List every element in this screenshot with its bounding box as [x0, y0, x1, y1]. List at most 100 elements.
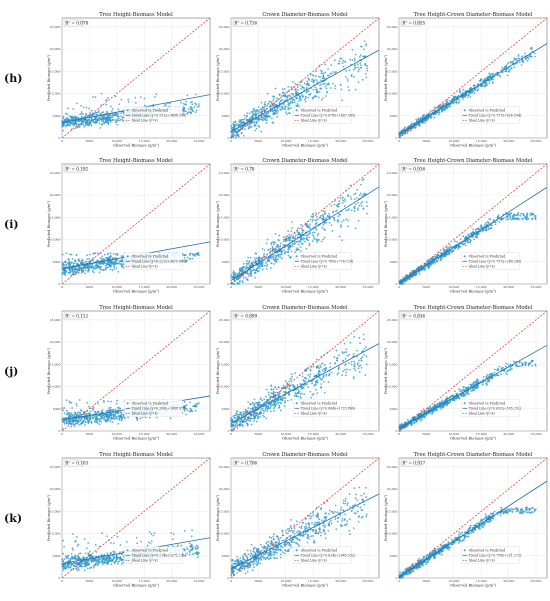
scatter-point [66, 410, 68, 412]
scatter-point [241, 119, 243, 121]
scatter-point [241, 133, 243, 135]
scatter-point [259, 265, 261, 267]
legend-marker-points [295, 109, 298, 112]
scatter-point [321, 84, 323, 86]
scatter-point [95, 118, 97, 120]
scatter-point [349, 70, 351, 72]
scatter-point [261, 116, 263, 118]
scatter-point [459, 99, 461, 101]
scatter-point [239, 121, 241, 123]
scatter-point [183, 106, 185, 108]
legend-entry: Observed vs Predicted [132, 254, 169, 258]
scatter-point [72, 108, 74, 110]
scatter-point [66, 264, 68, 266]
scatter-point [81, 123, 83, 125]
scatter-point [466, 90, 468, 92]
scatter-point [287, 236, 289, 238]
scatter-point [325, 218, 327, 220]
scatter-point [144, 105, 146, 107]
scatter-point [76, 103, 78, 105]
scatter-point [365, 63, 367, 65]
scatter-point [62, 272, 64, 274]
scatter-point [510, 67, 512, 69]
scatter-point [283, 239, 285, 241]
scatter-point [316, 222, 318, 224]
scatter-point [358, 81, 360, 83]
scatter-point [474, 238, 476, 240]
scatter-point [77, 127, 79, 129]
scatter-point [243, 119, 245, 121]
scatter-point [497, 217, 499, 219]
r2-value: R² = 0.192 [65, 166, 88, 171]
scatter-point [246, 263, 248, 265]
scatter-point [331, 73, 333, 75]
scatter-point [502, 219, 504, 221]
scatter-point [107, 419, 109, 421]
scatter-point [526, 213, 528, 215]
scatter-point [82, 271, 84, 273]
scatter-point [341, 374, 343, 376]
scatter-point [110, 409, 112, 411]
scatter-point [449, 247, 451, 249]
scatter-point [252, 116, 254, 118]
scatter-point [108, 415, 110, 417]
scatter-point [359, 56, 361, 58]
scatter-point [284, 105, 286, 107]
scatter-point [68, 261, 70, 263]
scatter-point [263, 107, 265, 109]
y-tick-label: 5000 [222, 407, 230, 411]
scatter-point [474, 92, 476, 94]
scatter-point [323, 83, 325, 85]
scatter-point [434, 256, 436, 258]
row-label-h: (h) [4, 72, 23, 85]
legend-entry: Observed vs Predicted [132, 401, 169, 405]
scatter-point [115, 417, 117, 419]
scatter-point [359, 194, 361, 196]
x-tick-label: 10,000 [280, 139, 291, 143]
scatter-point [112, 108, 114, 110]
scatter-point [519, 61, 521, 63]
scatter-point [76, 254, 78, 256]
scatter-point [447, 99, 449, 101]
x-axis-label: Observed Biomass (g/m²) [113, 290, 160, 294]
scatter-point [185, 101, 187, 103]
x-tick-label: 25,000 [194, 139, 205, 143]
scatter-point [340, 224, 342, 226]
scatter-point [266, 265, 268, 267]
scatter-point [272, 121, 274, 123]
scatter-point [358, 69, 360, 71]
scatter-point [357, 202, 359, 204]
y-tick-label: 25,000 [50, 318, 61, 322]
x-axis-label: Observed Biomass (g/m²) [450, 144, 497, 148]
x-tick-label: 15,000 [476, 285, 487, 289]
scatter-point [236, 283, 238, 285]
scatter-point [110, 117, 112, 119]
scatter-point [92, 409, 94, 411]
scatter-point [313, 75, 315, 77]
scatter-point [360, 46, 362, 48]
x-tick-label: 10,000 [280, 432, 291, 436]
scatter-point [297, 89, 299, 91]
scatter-point [119, 419, 121, 421]
scatter-point [351, 210, 353, 212]
scatter-point [240, 128, 242, 130]
scatter-point [249, 124, 251, 126]
scatter-point [529, 213, 531, 215]
scatter-point [462, 236, 464, 238]
scatter-point [400, 279, 402, 281]
panel-title: Tree Height-Crown Diameter-Biomass Model [414, 12, 533, 18]
scatter-point [402, 133, 404, 135]
scatter-point [462, 243, 464, 245]
scatter-point [68, 412, 70, 414]
scatter-point [298, 100, 300, 102]
scatter-point [76, 264, 78, 266]
scatter-point [95, 96, 97, 98]
scatter-point [74, 261, 76, 263]
scatter-point [281, 106, 283, 108]
scatter-point [68, 118, 70, 120]
scatter-point [272, 100, 274, 102]
scatter-point [489, 80, 491, 82]
scatter-point [68, 124, 70, 126]
scatter-point [288, 255, 290, 256]
scatter-point [312, 98, 314, 100]
